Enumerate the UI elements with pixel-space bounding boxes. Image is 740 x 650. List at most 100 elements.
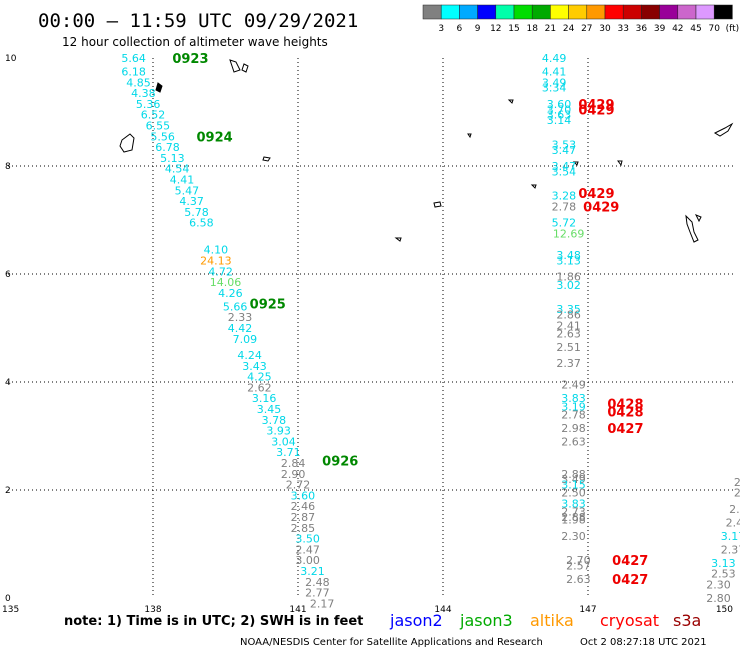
swh-value-label: 2.57 xyxy=(566,560,591,573)
x-tick-label: 138 xyxy=(144,605,161,615)
swh-value-label: 3.35 xyxy=(556,303,581,316)
island-shape xyxy=(394,237,402,242)
y-tick-label: 2 xyxy=(5,486,11,496)
pass-time-label: 0427 xyxy=(612,573,648,588)
swh-value-label: 3.14 xyxy=(547,114,572,127)
swh-value-label: 5.47 xyxy=(175,184,200,197)
swh-value-label: 3.49 xyxy=(561,473,586,486)
swh-value-label: 4.37 xyxy=(179,195,204,208)
swh-value-label: 3.83 xyxy=(561,392,586,405)
pass-time-label: 0429 xyxy=(583,201,619,216)
pass-time-label: 0428 xyxy=(607,406,643,421)
swh-value-label: 3.78 xyxy=(262,414,287,427)
swh-value-label: 3.13 xyxy=(556,255,581,268)
swh-value-label: 2.77 xyxy=(305,587,330,600)
color-scale-label: 18 xyxy=(526,24,538,34)
legend-s3a: s3a xyxy=(673,611,701,630)
y-tick-label: 10 xyxy=(5,54,17,64)
swh-value-label: 3.50 xyxy=(295,533,320,546)
swh-value-label: 2.50 xyxy=(561,487,586,500)
swh-value-label: 2.46 xyxy=(291,500,316,513)
chart-title: 00:00 – 11:59 UTC 09/29/2021 xyxy=(38,10,358,32)
island-shape xyxy=(507,99,514,104)
swh-value-label: 3.54 xyxy=(552,165,577,178)
footer-timestamp: Oct 2 08:27:18 UTC 2021 xyxy=(580,637,707,648)
swh-value-label: 3.15 xyxy=(561,479,586,492)
swh-value-label: 4.42 xyxy=(228,322,253,335)
legend-jason3: jason3 xyxy=(459,611,513,630)
pass-time-label: 0925 xyxy=(250,298,286,313)
x-tick-label: 135 xyxy=(2,605,19,615)
swh-value-label: 2.73 xyxy=(561,506,586,519)
swh-value-label: 2.78 xyxy=(561,408,586,421)
swh-value-label: 3.16 xyxy=(252,392,277,405)
color-scale-swatch xyxy=(695,4,715,20)
pass-time-label: 0427 xyxy=(612,554,648,569)
swh-value-label: 4.41 xyxy=(542,66,567,79)
color-scale-swatch xyxy=(440,4,460,20)
color-scale-swatch xyxy=(659,4,679,20)
pass-time-labels: 0923092409250926042904290429042904280428… xyxy=(172,52,648,588)
swh-value-label: 7.09 xyxy=(233,333,258,346)
swh-value-label: 3.43 xyxy=(242,360,267,373)
island-shape xyxy=(155,82,163,93)
swh-value-label: 4.10 xyxy=(204,244,229,257)
color-scale-swatch xyxy=(586,4,606,20)
island-shape xyxy=(229,59,249,73)
color-scale-label: 70 xyxy=(708,24,720,34)
swh-value-label: 2.48 xyxy=(305,576,330,589)
swh-value-label: 2.70 xyxy=(566,554,591,567)
axis-tick-labels: 135 138 141 144 147 150 0 2 4 6 8 10 xyxy=(2,54,733,615)
footer-credit: NOAA/NESDIS Center for Satellite Applica… xyxy=(240,637,543,648)
swh-value-label: 2.84 xyxy=(281,457,306,470)
swh-value-label: 2.63 xyxy=(566,573,591,586)
swh-value-label: 3.60 xyxy=(547,98,572,111)
x-tick-label: 150 xyxy=(716,605,733,615)
color-scale-swatch xyxy=(459,4,478,20)
swh-value-label: 2.63 xyxy=(561,435,586,448)
color-scale-swatch xyxy=(495,4,515,20)
swh-value-label: 6.58 xyxy=(189,217,214,230)
satellite-legend: jason2 jason3 altika cryosat s3a xyxy=(389,611,701,630)
swh-value-label: 12.69 xyxy=(553,228,585,241)
island-shape xyxy=(467,133,472,139)
swh-value-label: 4.25 xyxy=(247,371,272,384)
swh-value-label: 4.85 xyxy=(126,76,151,89)
swh-value-label: 2.80 xyxy=(706,592,731,605)
island-shape xyxy=(685,214,699,243)
swh-value-label: 2.62 xyxy=(247,381,272,394)
swh-value-label: 2.51 xyxy=(556,341,581,354)
swh-value-label: 3.47 xyxy=(552,144,577,157)
swh-value-label: 3.63 xyxy=(547,109,572,122)
pass-time-label: 0429 xyxy=(578,98,614,113)
pass-time-label: 0428 xyxy=(607,398,643,413)
swh-value-label: 3.93 xyxy=(266,425,291,438)
swh-value-label: 2.7 xyxy=(729,503,740,516)
island-shape xyxy=(694,214,702,223)
color-scale-label: 45 xyxy=(690,24,701,34)
swh-value-label: 3.49 xyxy=(542,76,567,89)
color-scale-label: 30 xyxy=(599,24,611,34)
swh-value-label: 2.30 xyxy=(706,579,731,592)
swh-value-label: 4.26 xyxy=(218,287,243,300)
grid xyxy=(8,58,733,598)
swh-value-label: 2.88 xyxy=(561,511,586,524)
island-shape xyxy=(433,201,442,208)
swh-value-label: 3.34 xyxy=(542,82,567,95)
legend-cryosat: cryosat xyxy=(600,611,659,630)
swh-value-label: 2.63 xyxy=(556,327,581,340)
color-scale-swatch xyxy=(622,4,642,20)
swh-value-label: 2.30 xyxy=(561,530,586,543)
swh-value-label: 2.86 xyxy=(556,309,581,322)
swh-value-label: 5.66 xyxy=(223,300,248,313)
pass-time-label: 0429 xyxy=(578,187,614,202)
chart-subtitle: 12 hour collection of altimeter wave hei… xyxy=(62,35,328,49)
swh-value-label: 3.02 xyxy=(556,279,581,292)
swh-value-label: 4.41 xyxy=(170,174,195,187)
swh-value-label: 3.28 xyxy=(552,190,577,203)
swh-value-label: 2.17 xyxy=(310,597,335,610)
swh-value-label: 2.88 xyxy=(561,468,586,481)
island-shape xyxy=(713,122,734,137)
island-shape xyxy=(119,133,135,153)
